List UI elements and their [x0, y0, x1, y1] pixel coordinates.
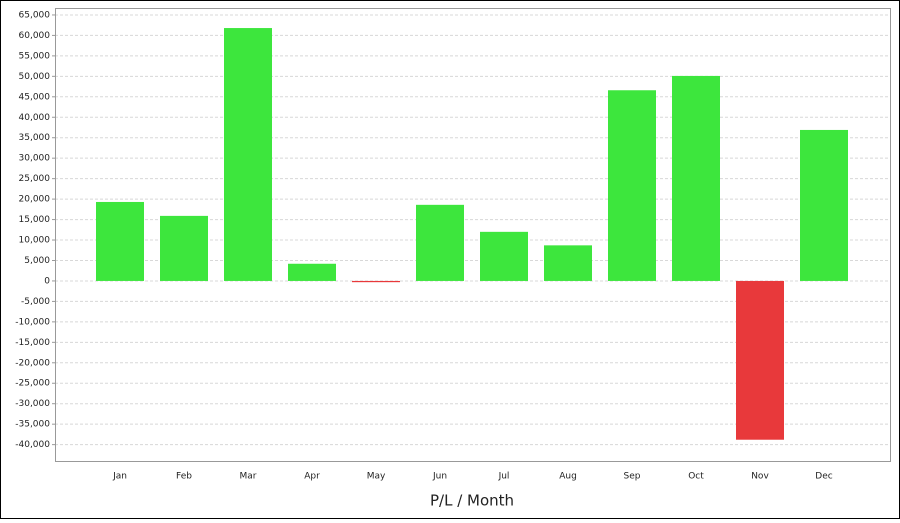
x-tick-label: Mar	[240, 472, 257, 482]
x-tick-label: Dec	[815, 472, 832, 482]
y-tick-label: -20,000	[15, 358, 50, 368]
y-tick-label: 10,000	[19, 236, 51, 246]
x-tick-label: Jun	[432, 472, 447, 482]
y-tick-label: -40,000	[15, 440, 50, 450]
y-tick-label: 0	[44, 276, 50, 286]
x-tick-label: Jul	[498, 472, 510, 482]
x-tick-label: Feb	[176, 472, 192, 482]
plot-frame	[55, 8, 891, 462]
bar	[800, 129, 848, 281]
bar	[480, 231, 528, 281]
y-tick-label: 15,000	[19, 215, 51, 225]
y-tick-label: 20,000	[19, 195, 51, 205]
y-tick-label: 40,000	[19, 113, 51, 123]
y-tick-label: -5,000	[21, 297, 50, 307]
bar	[608, 90, 656, 281]
bar	[736, 280, 784, 440]
x-tick-label: Nov	[751, 472, 769, 482]
x-tick-label: Oct	[688, 472, 704, 482]
y-tick-label: 25,000	[19, 174, 51, 184]
x-tick-label: Apr	[304, 472, 320, 482]
bar	[544, 245, 592, 281]
y-tick-label: 30,000	[19, 154, 51, 164]
y-tick-label: -30,000	[15, 399, 50, 409]
x-tick-label: Jan	[112, 472, 127, 482]
y-tick-label: -35,000	[15, 420, 50, 430]
bar	[352, 280, 400, 283]
x-tick-label: May	[367, 472, 386, 482]
bars	[96, 28, 848, 440]
y-tick-label: -10,000	[15, 317, 50, 327]
bar	[288, 263, 336, 281]
bar	[672, 75, 720, 281]
y-tick-label: 5,000	[24, 256, 50, 266]
y-tick-label: 55,000	[19, 51, 51, 61]
y-tick-label: 50,000	[19, 72, 51, 82]
y-tick-label: 35,000	[19, 133, 51, 143]
x-tick-label: Aug	[559, 472, 577, 482]
y-tick-label: -25,000	[15, 379, 50, 389]
y-tick-label: -15,000	[15, 338, 50, 348]
x-axis-label: P/L / Month	[430, 492, 514, 510]
bar	[224, 28, 272, 281]
y-tick-label: 45,000	[19, 92, 51, 102]
bar	[160, 215, 208, 281]
x-tick-label: Sep	[624, 472, 641, 482]
y-tick-label: 60,000	[19, 31, 51, 41]
bar	[416, 204, 464, 281]
y-tick-label: 65,000	[19, 10, 51, 20]
bar	[96, 201, 144, 281]
